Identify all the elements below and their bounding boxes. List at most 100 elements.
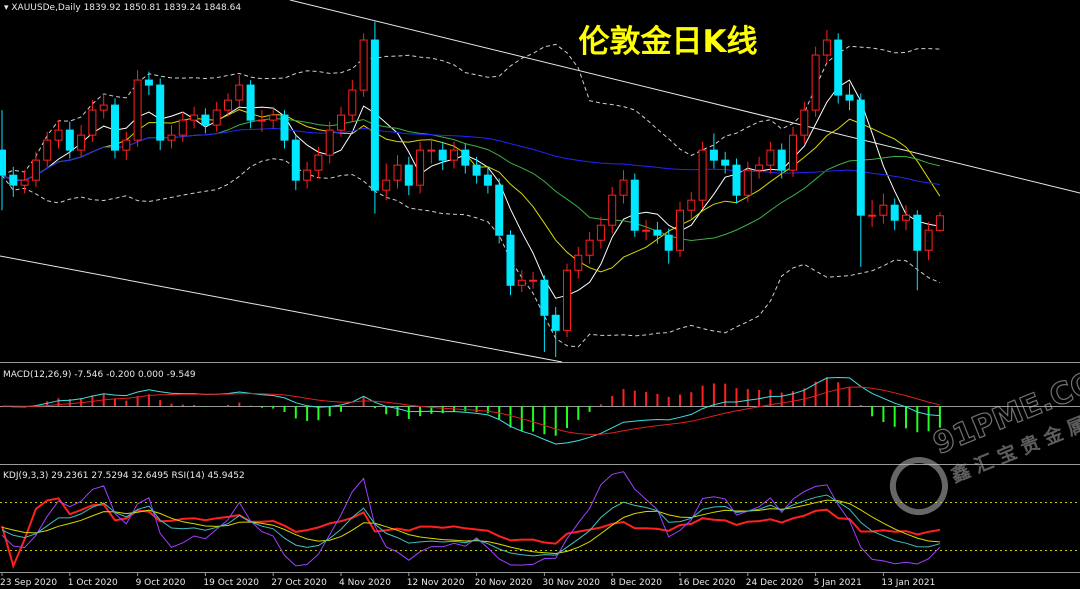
candle-body <box>811 54 820 111</box>
candle-body <box>133 79 142 141</box>
candle-body <box>506 234 515 286</box>
channel-line <box>289 0 1080 194</box>
x-tick-label: 20 Nov 2020 <box>475 578 533 588</box>
candle-body <box>495 184 504 236</box>
candle-body <box>743 169 752 196</box>
candle-body <box>676 209 684 251</box>
x-tick-label: 24 Dec 2020 <box>746 578 804 588</box>
candle-body <box>574 254 583 271</box>
candle-body <box>902 214 910 221</box>
candle-body <box>450 149 458 161</box>
last-open: 1839.92 <box>84 3 121 13</box>
candle-body <box>834 39 843 96</box>
candle-body <box>280 114 289 141</box>
candle-body <box>517 279 526 286</box>
candle-body <box>178 119 187 136</box>
x-tick-label: 1 Oct 2020 <box>68 578 118 588</box>
x-tick-label: 8 Dec 2020 <box>610 578 662 588</box>
candle-body <box>755 164 764 171</box>
x-tick-label: 23 Sep 2020 <box>0 578 57 588</box>
candle-body <box>698 149 707 201</box>
candle-body <box>156 84 165 141</box>
candle-body <box>291 139 300 181</box>
candle-body <box>20 179 29 186</box>
candle-body <box>314 154 323 171</box>
candle-body <box>235 84 244 101</box>
candle-body <box>0 149 6 176</box>
candle-body <box>77 134 86 151</box>
x-tick-label: 9 Oct 2020 <box>136 578 186 588</box>
candle-body <box>721 159 730 166</box>
chart-title: 伦敦金日K线 <box>578 24 757 60</box>
candle-body <box>935 215 944 231</box>
candle-body <box>88 109 97 136</box>
candle-body <box>382 179 391 191</box>
candle-body <box>348 89 357 116</box>
candle-body <box>619 179 628 196</box>
candle-body <box>212 109 221 126</box>
candle-body <box>540 279 549 316</box>
last-low: 1839.24 <box>164 3 201 13</box>
watermark-logo <box>889 457 948 516</box>
candle-body <box>856 99 865 216</box>
candle-body <box>461 149 470 166</box>
candle-body <box>529 279 538 282</box>
macd-dif <box>1 376 940 445</box>
candle-body <box>924 229 933 251</box>
candle-body <box>43 139 52 161</box>
candle-body <box>687 199 696 211</box>
chart-layer: 23 Sep 2020 1 Oct 2020 9 Oct 2020 19 Oct 20… <box>0 21 1080 588</box>
candle-body <box>664 234 673 251</box>
candle-body <box>608 194 617 226</box>
candle-body <box>111 104 119 151</box>
candle-body <box>9 174 18 186</box>
candle-body <box>325 129 334 156</box>
last-high: 1850.81 <box>124 3 161 13</box>
candle-body <box>359 39 368 91</box>
candle-body <box>246 84 255 121</box>
candle-body <box>190 114 199 121</box>
candle-body <box>789 134 797 171</box>
channel-line <box>0 255 563 363</box>
kdj-k <box>1 494 941 557</box>
candle-body <box>257 119 266 122</box>
x-tick-label: 16 Dec 2020 <box>678 578 736 588</box>
candle-body <box>822 39 831 56</box>
candle-body <box>653 229 662 236</box>
candle-body <box>167 134 176 141</box>
candle-body <box>596 224 605 241</box>
candle-body <box>224 99 232 111</box>
macd-dea <box>1 386 941 435</box>
candle-body <box>642 229 651 232</box>
bollinger-lower <box>1 158 941 348</box>
candle-body <box>144 79 153 86</box>
candle-body <box>585 239 594 256</box>
x-tick-label: 27 Oct 2020 <box>271 578 327 588</box>
candle-body <box>269 114 278 121</box>
last-close: 1848.64 <box>204 3 241 13</box>
candle-body <box>438 149 447 161</box>
kdj-j <box>1 471 941 567</box>
candle-body <box>303 169 312 181</box>
candle-body <box>416 149 425 186</box>
candle-body <box>65 129 74 151</box>
candle-body <box>99 104 108 111</box>
candle-body <box>766 149 775 166</box>
candle-body <box>800 109 809 136</box>
candle-body <box>868 214 877 217</box>
candle-body <box>630 179 639 231</box>
candle-body <box>551 314 560 331</box>
symbol-header: ▾ XAUUSDe,Daily 1839.92 1850.81 1839.24 … <box>4 3 241 13</box>
main-pane <box>0 21 944 357</box>
candle-body <box>483 174 492 186</box>
candle-body <box>777 149 786 171</box>
symbol: XAUUSDe,Daily <box>11 3 81 13</box>
candle-body <box>890 204 899 221</box>
x-tick-label: 13 Jan 2021 <box>881 578 935 588</box>
candle-body <box>393 164 402 181</box>
kdj-label: KDJ(9,3,3) 29.2361 27.5294 32.6495 RSI(1… <box>3 471 245 481</box>
macd-label: MACD(12,26,9) -7.546 -0.200 0.000 -9.549 <box>3 370 196 380</box>
x-tick-label: 4 Nov 2020 <box>339 578 391 588</box>
